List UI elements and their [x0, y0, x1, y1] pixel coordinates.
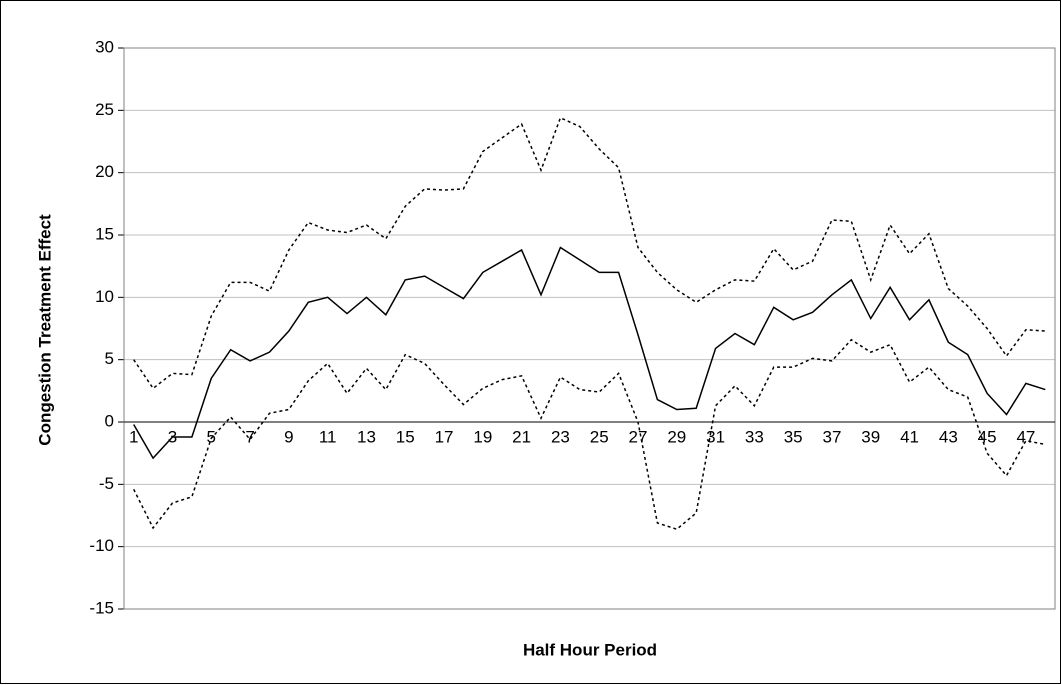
x-tick-label: 35 — [784, 427, 803, 446]
y-tick-label: -15 — [89, 598, 114, 617]
x-tick-label: 25 — [590, 427, 609, 446]
y-tick-label: 10 — [95, 287, 114, 306]
y-tick-label: 0 — [105, 411, 114, 430]
series-line — [133, 338, 1046, 531]
x-tick-label: 45 — [978, 427, 997, 446]
y-tick-label: 15 — [95, 224, 114, 243]
plot-area — [123, 47, 1056, 610]
x-tick-label: 31 — [706, 427, 725, 446]
x-tick-label: 9 — [284, 427, 293, 446]
x-tick-label: 23 — [551, 427, 570, 446]
y-tick-label: 20 — [95, 162, 114, 181]
x-tick-label: 33 — [745, 427, 764, 446]
x-tick-label: 11 — [319, 427, 337, 446]
y-tick-label: 25 — [95, 100, 114, 119]
x-tick-label: 15 — [396, 427, 415, 446]
y-tick-label: 30 — [95, 37, 114, 56]
x-tick-label: 7 — [245, 427, 254, 446]
x-tick-label: 37 — [822, 427, 841, 446]
x-tick-label: 29 — [667, 427, 686, 446]
x-tick-label: 27 — [629, 427, 648, 446]
x-tick-label: 17 — [435, 427, 454, 446]
x-tick-label: 47 — [1016, 427, 1035, 446]
y-tick-label: 5 — [105, 349, 114, 368]
y-axis-title: Congestion Treatment Effect — [35, 214, 54, 446]
x-tick-label: 13 — [357, 427, 376, 446]
x-tick-label: 41 — [900, 427, 919, 446]
x-tick-label: 1 — [129, 427, 138, 446]
x-tick-label: 21 — [512, 427, 531, 446]
series-line — [133, 246, 1046, 460]
y-tick-label: -5 — [99, 474, 114, 493]
x-tick-label: 39 — [861, 427, 880, 446]
x-tick-label: 5 — [207, 427, 216, 446]
x-tick-label: 19 — [473, 427, 492, 446]
y-tick-label: -10 — [89, 536, 114, 555]
x-axis-title: Half Hour Period — [523, 640, 657, 659]
x-tick-label: 43 — [939, 427, 958, 446]
